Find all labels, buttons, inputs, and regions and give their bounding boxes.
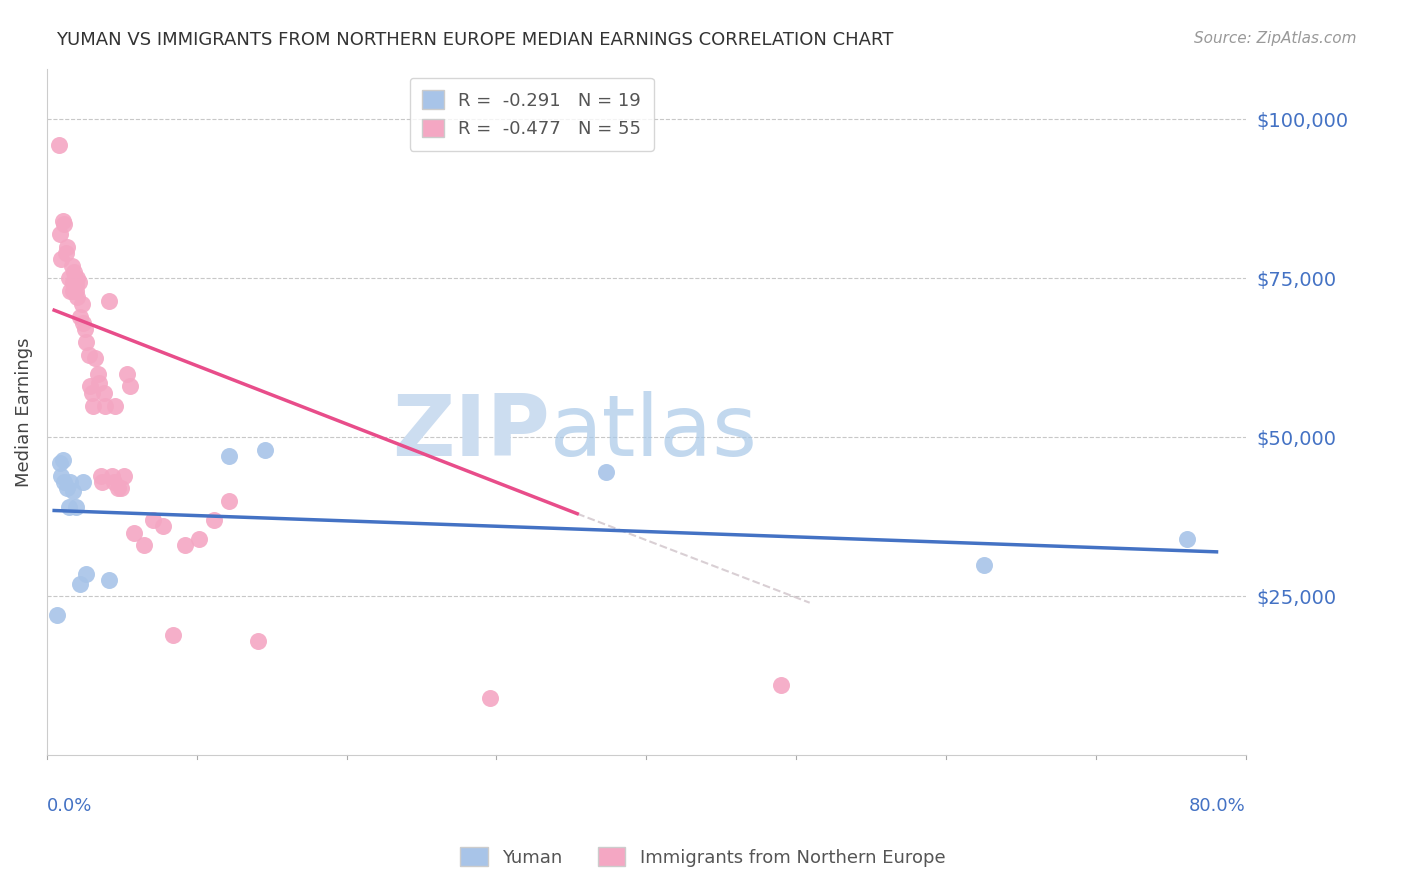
Point (60, 259, 83, 273)
Point (93, 385, 115, 400)
Point (66, 271, 89, 285)
Point (202, 513, 225, 527)
Y-axis label: Median Earnings: Median Earnings (15, 337, 32, 487)
Point (174, 539, 197, 553)
Point (188, 532, 211, 546)
Point (82, 399, 104, 413)
Point (112, 468, 135, 483)
Point (56, 239, 79, 253)
Point (94, 399, 117, 413)
Point (65, 284, 87, 298)
Text: ZIP: ZIP (392, 391, 550, 474)
Point (49, 456, 72, 470)
Point (98, 293, 121, 308)
Point (80, 385, 103, 400)
Point (142, 513, 165, 527)
Point (52, 452, 75, 467)
Point (118, 379, 141, 393)
Point (58, 500, 80, 515)
Point (62, 484, 84, 499)
Point (65, 500, 87, 515)
Text: YUMAN VS IMMIGRANTS FROM NORTHERN EUROPE MEDIAN EARNINGS CORRELATION CHART: YUMAN VS IMMIGRANTS FROM NORTHERN EUROPE… (56, 31, 894, 49)
Point (246, 633, 269, 648)
Text: Source: ZipAtlas.com: Source: ZipAtlas.com (1194, 31, 1357, 46)
Point (103, 475, 125, 489)
Point (122, 525, 145, 540)
Point (66, 290, 89, 304)
Point (110, 481, 132, 495)
Point (53, 475, 76, 489)
Point (62, 284, 84, 298)
Text: 0.0%: 0.0% (46, 797, 93, 814)
Point (218, 494, 240, 508)
Point (162, 627, 184, 641)
Point (73, 322, 96, 336)
Point (83, 351, 105, 365)
Point (107, 481, 129, 495)
Point (51, 468, 73, 483)
Point (63, 265, 86, 279)
Point (89, 376, 111, 391)
Point (56, 481, 79, 495)
Point (52, 214, 75, 228)
Point (973, 558, 995, 572)
Point (104, 399, 127, 413)
Point (91, 475, 114, 489)
Point (75, 334, 97, 349)
Point (46, 608, 69, 623)
Point (69, 576, 91, 591)
Point (69, 310, 91, 324)
Point (152, 519, 174, 533)
Point (90, 468, 112, 483)
Legend: R =  -0.291   N = 19, R =  -0.477   N = 55: R = -0.291 N = 19, R = -0.477 N = 55 (409, 78, 654, 151)
Point (51, 252, 73, 267)
Text: 80.0%: 80.0% (1189, 797, 1246, 814)
Point (48, 137, 70, 152)
Point (58, 271, 80, 285)
Point (65, 277, 87, 292)
Point (1177, 532, 1199, 546)
Point (75, 567, 97, 582)
Point (72, 475, 94, 489)
Point (87, 367, 110, 381)
Point (595, 466, 617, 480)
Legend: Yuman, Immigrants from Northern Europe: Yuman, Immigrants from Northern Europe (453, 840, 953, 874)
Point (134, 539, 156, 553)
Point (101, 468, 124, 483)
Point (49, 227, 72, 241)
Point (769, 678, 792, 692)
Point (59, 475, 82, 489)
Point (98, 574, 121, 588)
Point (218, 450, 240, 464)
Point (62, 275, 84, 289)
Point (253, 443, 276, 458)
Point (53, 217, 76, 231)
Point (77, 348, 100, 362)
Point (67, 275, 90, 289)
Point (55, 246, 77, 260)
Point (79, 379, 101, 393)
Point (59, 284, 82, 298)
Point (70, 297, 93, 311)
Point (479, 691, 502, 706)
Point (115, 367, 138, 381)
Text: atlas: atlas (550, 391, 758, 474)
Point (72, 316, 94, 330)
